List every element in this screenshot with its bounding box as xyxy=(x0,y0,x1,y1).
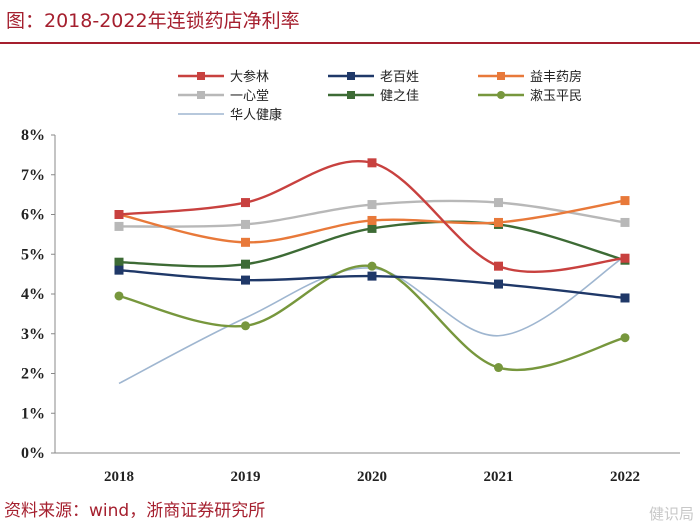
data-point xyxy=(241,198,250,208)
legend-label: 健之佳 xyxy=(380,89,419,104)
x-tick-label: 2018 xyxy=(104,469,134,485)
y-tick-label: 5% xyxy=(21,246,45,263)
data-point xyxy=(367,200,377,210)
data-point xyxy=(114,210,124,219)
source-note: 资料来源：wind，浙商证券研究所 xyxy=(4,501,266,521)
legend-swatch-marker xyxy=(497,91,505,99)
data-point xyxy=(494,217,503,227)
data-point xyxy=(494,363,503,373)
legend-label: 一心堂 xyxy=(230,89,269,104)
chart-title: 图：2018-2022年连锁药店净利率 xyxy=(6,10,300,32)
x-tick-label: 2021 xyxy=(484,469,514,485)
legend-swatch-marker xyxy=(347,72,355,80)
data-point xyxy=(620,196,630,206)
y-tick-label: 0% xyxy=(21,445,45,462)
data-point xyxy=(494,279,503,289)
legend-label: 老百姓 xyxy=(380,70,419,85)
x-tick-label: 2020 xyxy=(357,469,387,485)
legend-label: 大参林 xyxy=(230,69,269,85)
data-point xyxy=(620,333,630,343)
series-1 xyxy=(114,158,630,274)
series-2 xyxy=(114,265,630,303)
x-tick-label: 2022 xyxy=(610,469,640,485)
data-point xyxy=(241,275,250,285)
data-point xyxy=(241,219,250,229)
y-tick-label: 1% xyxy=(21,405,45,422)
data-point xyxy=(620,253,630,263)
legend-item: 老百姓 xyxy=(328,70,419,85)
legend-label: 益丰药房 xyxy=(530,69,582,85)
legend-label: 华人健康 xyxy=(230,107,282,123)
data-point xyxy=(494,198,503,208)
data-point xyxy=(494,261,503,271)
y-tick-label: 7% xyxy=(21,167,45,184)
data-point xyxy=(367,223,377,233)
chart-axes: 0% 1% 2% 3% 4% 5% 6% 7% 8% 2018 2019 2020 2021 2022 xyxy=(21,127,680,485)
y-tick-label: 6% xyxy=(21,207,45,224)
data-point xyxy=(114,265,124,275)
y-tick-label: 8% xyxy=(21,127,45,144)
legend-swatch-marker xyxy=(197,72,205,80)
data-point xyxy=(620,293,630,303)
title-divider xyxy=(0,42,700,44)
data-point xyxy=(367,215,377,225)
data-point xyxy=(241,237,250,247)
legend-swatch-marker xyxy=(497,72,505,80)
data-point xyxy=(620,217,630,227)
legend-item: 健之佳 xyxy=(328,89,419,104)
series-4 xyxy=(114,198,630,231)
series-layer xyxy=(114,158,630,385)
legend-swatch-marker xyxy=(197,91,205,99)
y-tick-label: 3% xyxy=(21,326,45,343)
series-6 xyxy=(114,261,630,373)
data-point xyxy=(367,158,377,168)
y-tick-label: 2% xyxy=(21,366,45,383)
y-tick-label: 4% xyxy=(21,286,45,303)
data-point xyxy=(114,291,124,301)
legend-item: 漱玉平民 xyxy=(478,89,582,104)
legend-item: 华人健康 xyxy=(178,107,282,123)
data-point xyxy=(241,321,250,331)
legend-item: 大参林 xyxy=(178,69,269,85)
legend-swatch-marker xyxy=(347,91,355,99)
legend-label: 漱玉平民 xyxy=(530,89,582,104)
data-point xyxy=(241,259,250,269)
data-point xyxy=(367,271,377,281)
data-point xyxy=(114,221,124,231)
legend-item: 一心堂 xyxy=(178,89,269,104)
data-point xyxy=(114,257,124,267)
x-tick-label: 2019 xyxy=(231,469,261,485)
legend-item: 益丰药房 xyxy=(478,69,582,85)
data-point xyxy=(367,261,377,271)
series-line xyxy=(118,264,626,372)
watermark: 健识局 xyxy=(648,505,694,523)
